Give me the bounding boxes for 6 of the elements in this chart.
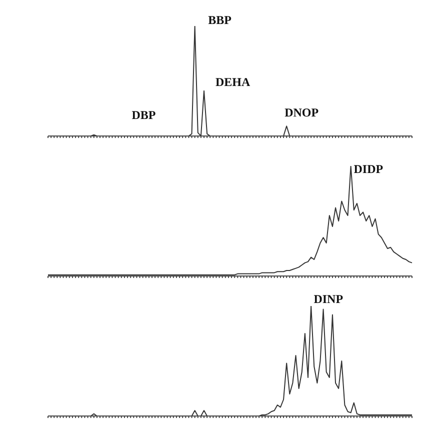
annotation: DBP xyxy=(132,108,156,122)
annotation: DINP xyxy=(314,292,344,306)
annotation: DIDP xyxy=(354,162,384,176)
annotation: DEHA xyxy=(215,74,250,89)
annotation: DNOP xyxy=(284,106,319,120)
annotation: BBP xyxy=(208,13,232,28)
